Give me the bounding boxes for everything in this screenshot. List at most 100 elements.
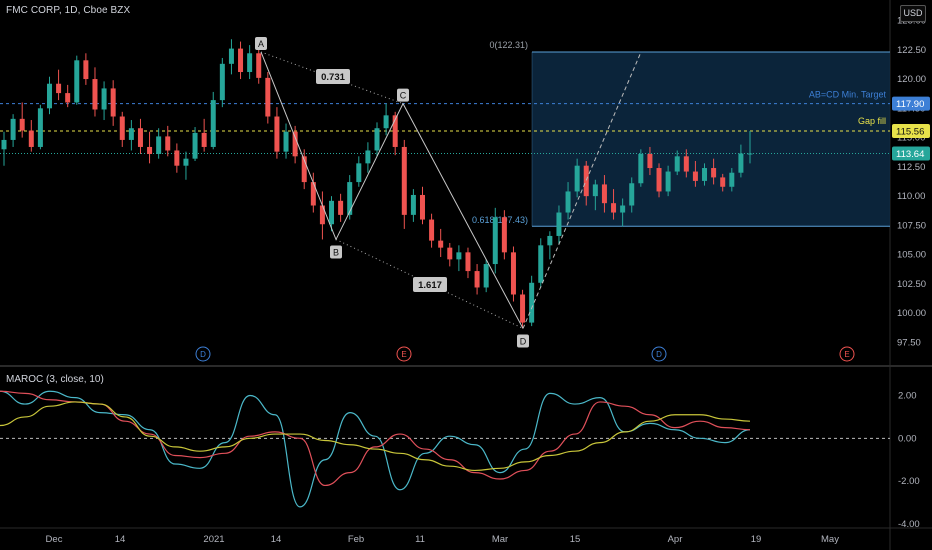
time-tick-label: Apr	[668, 534, 683, 545]
harmonic-point-label: D	[520, 336, 527, 346]
candle-body	[429, 219, 435, 241]
candle-body	[583, 165, 589, 197]
candle-body	[474, 271, 480, 288]
price-tag-label: 115.56	[896, 127, 924, 138]
candle-body	[183, 158, 189, 166]
candle-body	[410, 194, 416, 215]
symbol-title: FMC CORP, 1D, Cboe BZX	[6, 5, 131, 16]
ratio-label: 1.617	[418, 280, 442, 291]
box-bottom-label: 0.618(107.43)	[472, 215, 528, 225]
candle-body	[447, 247, 453, 260]
candle-body	[156, 136, 162, 154]
candle-body	[329, 200, 335, 225]
candle-body	[747, 153, 753, 155]
candle-body	[629, 183, 635, 206]
pattern-target-box	[532, 51, 890, 227]
candle-body	[210, 100, 216, 147]
candle-body	[365, 150, 371, 164]
price-tick-label: 100.00	[897, 308, 926, 319]
harmonic-point-box	[255, 36, 267, 50]
candle-body	[128, 128, 134, 140]
candle-body	[702, 168, 708, 181]
ratio-box	[413, 277, 447, 292]
candle-body	[510, 252, 516, 295]
candle-body	[292, 131, 298, 157]
candle-body	[338, 200, 344, 215]
candle-body	[201, 132, 207, 147]
event-label: E	[844, 350, 849, 359]
price-tag-label: 113.64	[896, 149, 924, 160]
candle-body	[247, 53, 253, 73]
candle-body	[547, 235, 553, 246]
price-tag	[892, 96, 930, 111]
candle-body	[683, 156, 689, 172]
candle-body	[301, 156, 307, 183]
price-tick-label: 110.00	[897, 191, 925, 202]
ratio-bd-line	[335, 239, 524, 329]
ratio-label: 0.731	[321, 72, 345, 83]
candle-body	[711, 168, 717, 178]
candle-body	[28, 130, 34, 147]
candle-body	[483, 264, 489, 288]
event-marker	[839, 346, 855, 362]
candle-body	[638, 153, 644, 184]
candle-body	[228, 48, 234, 64]
time-tick-label: 19	[751, 534, 762, 545]
event-marker	[396, 346, 412, 362]
candle-body	[319, 205, 325, 225]
price-tick-label: 115.00	[897, 133, 925, 144]
indicator-tick-label: -2.00	[898, 476, 920, 487]
candle-body	[374, 128, 380, 151]
harmonic-pattern-line	[260, 51, 524, 329]
candle-body	[101, 88, 107, 110]
candle-body	[10, 118, 16, 140]
price-tick-label: 112.50	[897, 162, 925, 173]
candle-body	[165, 136, 171, 151]
candle-body	[192, 132, 198, 159]
indicator-tick-label: -4.00	[898, 519, 920, 530]
price-tick-label: 122.50	[897, 45, 926, 56]
event-marker	[651, 346, 667, 362]
candle-body	[692, 171, 698, 181]
candle-body	[538, 245, 544, 283]
candle-body	[565, 191, 571, 213]
price-tag	[892, 146, 930, 161]
candle-body	[556, 212, 562, 236]
price-tick-label: 107.50	[897, 220, 926, 231]
harmonic-point-box	[397, 88, 409, 102]
candle-body	[19, 118, 25, 131]
time-tick-label: Dec	[46, 534, 63, 545]
currency-badge[interactable]: USD	[900, 5, 926, 22]
candle-body	[92, 79, 98, 110]
indicator-series-line	[0, 401, 751, 472]
candle-body	[729, 172, 735, 187]
time-tick-label: Mar	[492, 534, 508, 545]
candle-body	[656, 168, 662, 192]
candle-body	[674, 156, 680, 172]
event-marker	[195, 346, 211, 362]
candle-body	[265, 77, 271, 117]
ab-cd-target-label: AB=CD Min. Target	[809, 90, 887, 100]
candle-body	[465, 252, 471, 272]
candle-body	[65, 93, 71, 103]
price-tick-label: 102.50	[897, 279, 926, 290]
candle-body	[720, 177, 726, 187]
candle-body	[219, 63, 225, 101]
projection-line	[522, 51, 642, 329]
time-tick-label: May	[821, 534, 839, 545]
time-tick-label: 14	[115, 534, 126, 545]
price-tick-label: 120.00	[897, 74, 926, 85]
harmonic-point-label: C	[400, 91, 407, 101]
candle-body	[74, 60, 80, 103]
box-top-label: 0(122.31)	[489, 40, 528, 50]
time-tick-label: 14	[271, 534, 282, 545]
harmonic-point-box	[330, 245, 342, 259]
candle-body	[238, 48, 244, 73]
time-tick-label: Feb	[348, 534, 364, 545]
event-label: E	[401, 350, 406, 359]
price-tick-label: 97.50	[897, 338, 921, 349]
harmonic-point-label: A	[258, 39, 264, 49]
time-tick-label: 15	[570, 534, 581, 545]
candle-body	[574, 165, 580, 192]
